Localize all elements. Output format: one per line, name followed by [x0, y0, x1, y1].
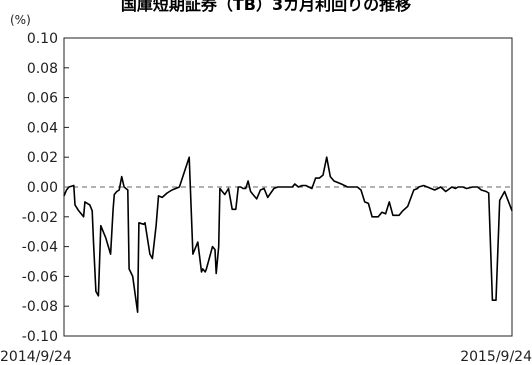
y-tick-label: -0.08 — [22, 299, 58, 315]
y-unit-label: (%) — [10, 13, 31, 27]
x-tick-label-end: 2015/9/24 — [460, 349, 532, 365]
y-tick-label: 0.04 — [27, 120, 58, 136]
y-tick-label: -0.06 — [22, 269, 58, 285]
y-tick-label: 0.08 — [27, 61, 58, 77]
y-tick-label: 0.02 — [27, 150, 58, 166]
series-line — [63, 156, 513, 314]
y-tick-label: 0.10 — [27, 31, 58, 47]
y-tick-label: 0.06 — [27, 91, 58, 107]
y-axis: 0.10 0.08 0.06 0.04 0.02 0.00 -0.02 -0.04 -0.06 -… — [22, 31, 69, 345]
chart-title: 国庫短期証券（TB）3カ月利回りの推移 — [120, 0, 412, 14]
x-axis: 2014/9/24 2015/9/24 — [0, 349, 532, 365]
y-tick-label: -0.04 — [22, 240, 58, 256]
y-tick-label: 0.00 — [27, 180, 58, 196]
y-tick-label: -0.10 — [22, 329, 58, 345]
plot-area — [63, 37, 513, 337]
y-tick-label: -0.02 — [22, 210, 58, 226]
x-tick-label-start: 2014/9/24 — [0, 349, 72, 365]
